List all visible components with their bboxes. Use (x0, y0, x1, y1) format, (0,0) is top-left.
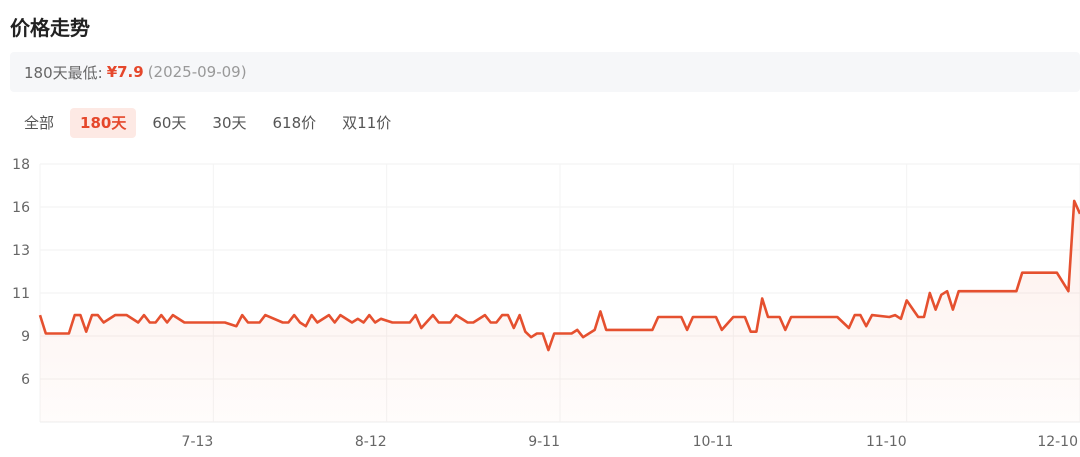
tab-all[interactable]: 全部 (24, 114, 55, 132)
page-title: 价格走势 (10, 16, 90, 40)
tab-double11-price[interactable]: 双11价 (342, 114, 392, 132)
y-tick-label: 18 (12, 157, 30, 173)
x-tick-label: 7-13 (182, 434, 214, 450)
lowest-price-bar: 180天最低: ¥7.9 (2025-09-09) (10, 52, 1080, 92)
tab-180-days[interactable]: 180天 (70, 108, 137, 138)
x-tick-label: 11-10 (866, 434, 907, 450)
y-tick-label: 11 (12, 286, 30, 302)
x-tick-label: 9-11 (528, 434, 560, 450)
x-tick-label: 12-10 (1037, 434, 1078, 450)
tab-60-days[interactable]: 60天 (152, 114, 187, 132)
x-tick-label: 10-11 (693, 434, 734, 450)
y-tick-label: 16 (12, 200, 30, 216)
range-tabs: 全部 180天 60天 30天 618价 双11价 (14, 108, 401, 138)
price-line (38, 199, 1080, 352)
lowest-price-label: 180天最低: (24, 63, 103, 82)
price-area-fill (40, 200, 1080, 422)
y-tick-label: 13 (12, 243, 30, 259)
tab-30-days[interactable]: 30天 (212, 114, 247, 132)
x-tick-label: 8-12 (355, 434, 387, 450)
y-tick-label: 9 (21, 329, 30, 345)
lowest-price-date: (2025-09-09) (147, 63, 247, 81)
lowest-price-value: ¥7.9 (106, 63, 144, 81)
tab-618-price[interactable]: 618价 (272, 114, 317, 132)
y-tick-label: 6 (21, 372, 30, 388)
